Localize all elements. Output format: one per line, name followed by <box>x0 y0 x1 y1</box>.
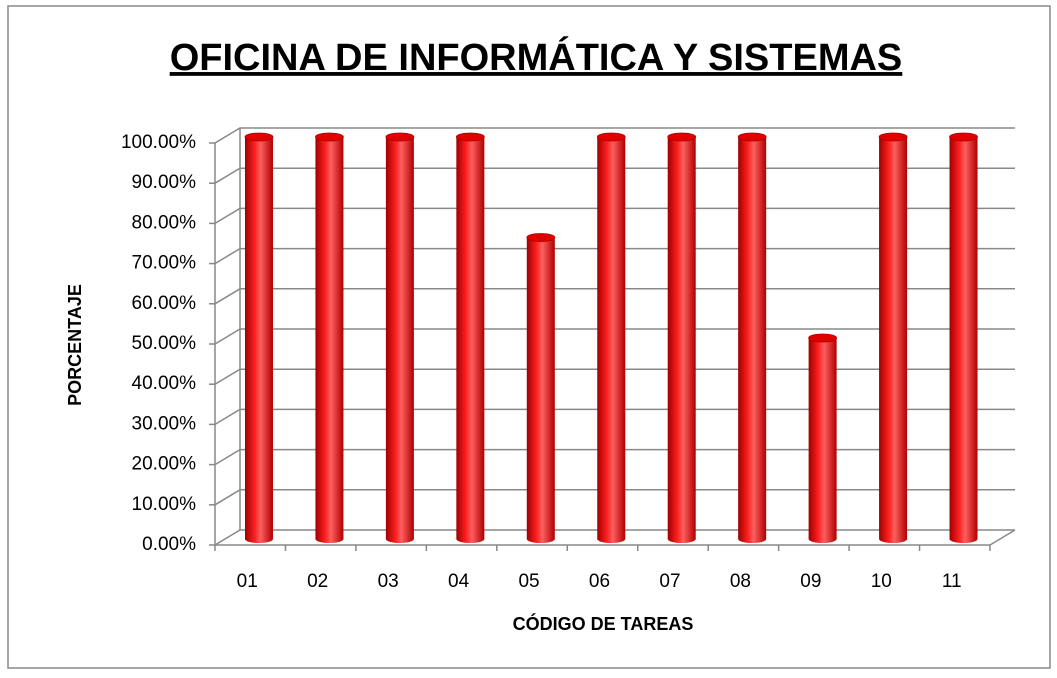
bar <box>455 132 485 543</box>
bar-top <box>315 132 344 142</box>
y-tick-label: 20.00% <box>132 454 197 475</box>
y-tick-label: 0.00% <box>142 534 196 555</box>
bar-body <box>315 137 344 539</box>
x-tick-label: 07 <box>659 571 680 592</box>
x-tick-label: 06 <box>589 571 610 592</box>
bar-base <box>738 535 767 543</box>
bar-base <box>526 535 555 543</box>
y-tick-label: 30.00% <box>132 413 197 434</box>
bar-base <box>385 535 414 543</box>
bar-base <box>456 535 485 543</box>
y-tick-label: 60.00% <box>132 293 197 314</box>
y-tick-label: 10.00% <box>132 494 197 515</box>
x-tick-label: 02 <box>307 571 328 592</box>
bar <box>526 233 556 543</box>
bar-body <box>808 338 837 539</box>
bar-top <box>878 132 908 142</box>
bar <box>737 132 767 543</box>
bar <box>385 132 415 543</box>
x-tick-label: 08 <box>730 571 751 592</box>
bar-top <box>949 132 978 142</box>
floor-edge <box>989 529 1016 546</box>
bar-base <box>597 535 626 543</box>
bar-top <box>526 233 556 242</box>
bar-base <box>808 535 837 543</box>
y-tick-label: 80.00% <box>132 212 197 233</box>
bar-body <box>244 137 273 539</box>
bar-body <box>667 137 696 539</box>
bar-top <box>455 132 485 142</box>
bar-top <box>737 132 767 142</box>
bar <box>315 132 344 543</box>
bar-body <box>385 137 414 539</box>
bar-body <box>597 137 626 539</box>
bar-body <box>526 237 555 539</box>
bar-top <box>667 132 697 142</box>
bar-base <box>244 535 273 543</box>
y-tick-label: 70.00% <box>132 253 197 274</box>
x-tick-label: 04 <box>448 571 470 592</box>
y-tick-label: 50.00% <box>132 333 197 354</box>
bar <box>808 333 838 543</box>
bar <box>878 132 908 543</box>
y-tick-label: 90.00% <box>132 172 197 193</box>
y-axis-title: PORCENTAJE <box>65 284 85 406</box>
bar-base <box>879 535 908 543</box>
bar-body <box>949 137 978 539</box>
bar-top <box>596 132 626 142</box>
chart-title: OFICINA DE INFORMÁTICA Y SISTEMAS <box>170 35 903 79</box>
x-tick-label: 10 <box>871 571 892 592</box>
x-tick-label: 03 <box>378 571 399 592</box>
bar-top <box>244 132 274 142</box>
bar-base <box>667 535 696 543</box>
y-tick-label: 100.00% <box>121 132 196 153</box>
bar-body <box>456 137 485 539</box>
bar-body <box>879 137 908 539</box>
bar-base <box>949 535 978 543</box>
x-tick-label: 01 <box>237 571 258 592</box>
x-tick-label: 11 <box>942 571 962 592</box>
x-axis-title: CÓDIGO DE TAREAS <box>513 613 694 634</box>
bar-body <box>738 137 767 539</box>
bar-top <box>808 333 838 343</box>
bar <box>596 132 626 543</box>
x-tick-label: 09 <box>800 571 821 592</box>
bar <box>667 132 697 543</box>
x-tick-label: 05 <box>518 571 539 592</box>
y-tick-label: 40.00% <box>132 373 197 394</box>
bar <box>949 132 978 543</box>
bar-base <box>315 535 344 543</box>
bar <box>244 132 274 543</box>
bar-top <box>385 132 415 142</box>
